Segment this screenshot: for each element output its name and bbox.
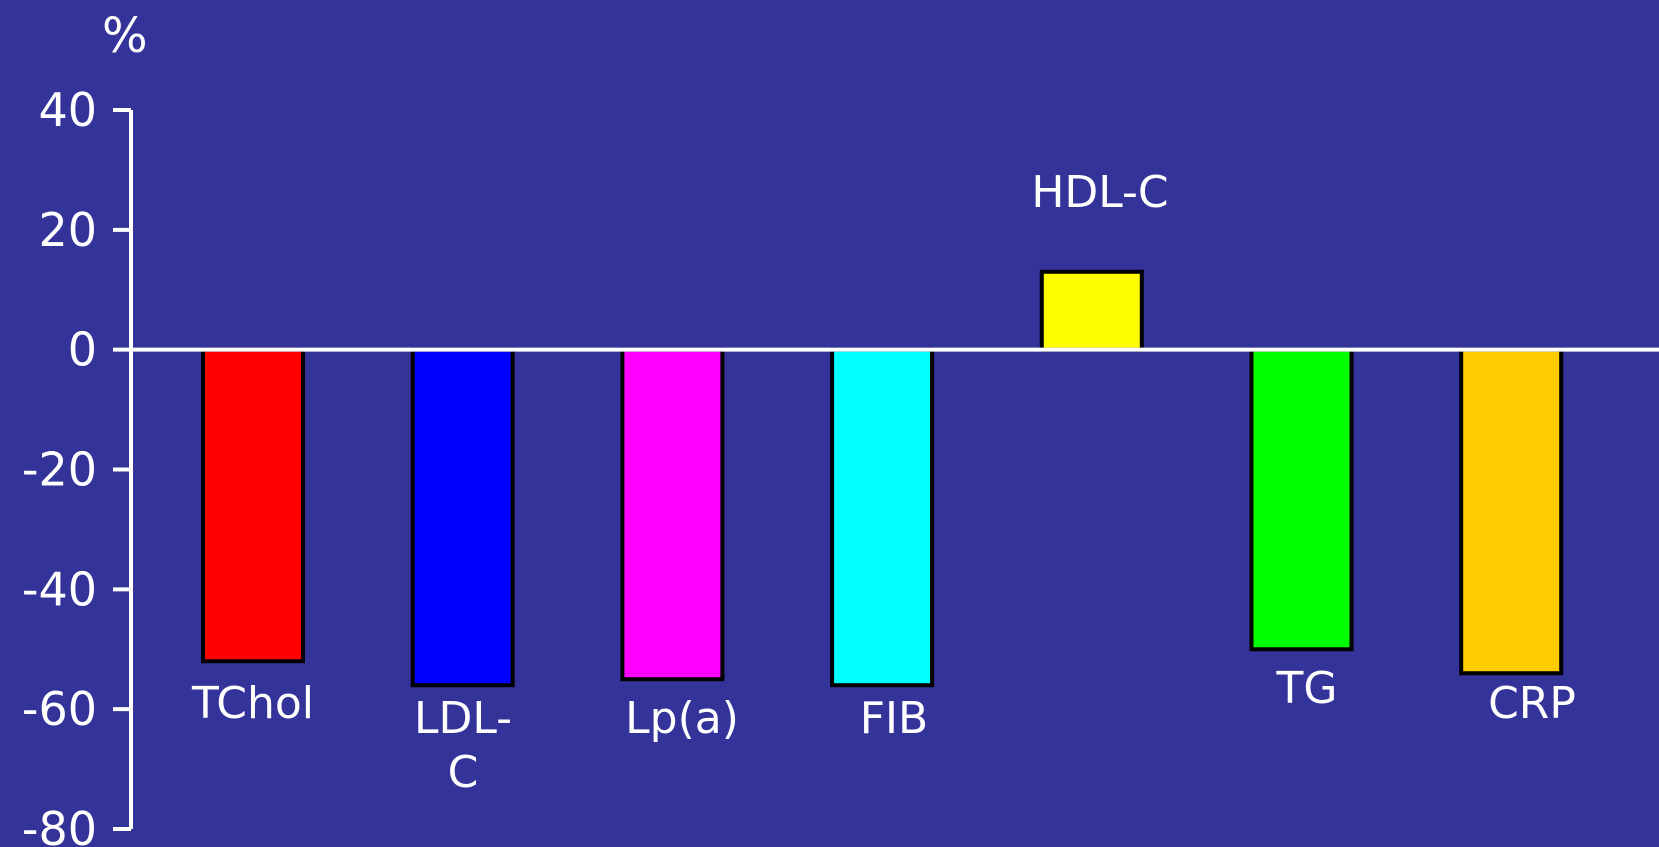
category-label: HDL-C [1031,167,1168,218]
bars [201,269,1564,688]
y-tick-label: -80 [22,802,97,847]
bar-fib [830,347,935,688]
category-labels: TChol LDL-C Lp(a) FIB HDL-C TG CRP [191,167,1576,798]
y-axis-ticks: 40 20 0 -20 -40 -60 -80 [22,83,131,847]
y-tick-label: 20 [38,203,97,257]
y-tick-label: -60 [22,682,97,736]
category-label: Lp(a) [625,693,739,744]
category-label: LDL-C [414,693,512,798]
category-label: CRP [1488,678,1576,729]
bar-ldl-c [410,347,515,688]
bar-lp-a [620,347,725,682]
y-tick-label: 40 [38,83,97,137]
y-tick-label: -20 [22,443,97,497]
y-axis-unit-label: % [102,8,148,64]
bar-crp [1459,347,1564,676]
bar-hdl-c [1039,269,1144,352]
category-label: FIB [860,693,928,744]
y-tick-label: 0 [68,323,97,377]
category-label: TG [1276,663,1338,714]
bar-tchol [201,347,305,664]
y-tick-label: -40 [22,562,97,616]
bar-tg [1249,347,1354,652]
category-label: TChol [191,678,314,729]
